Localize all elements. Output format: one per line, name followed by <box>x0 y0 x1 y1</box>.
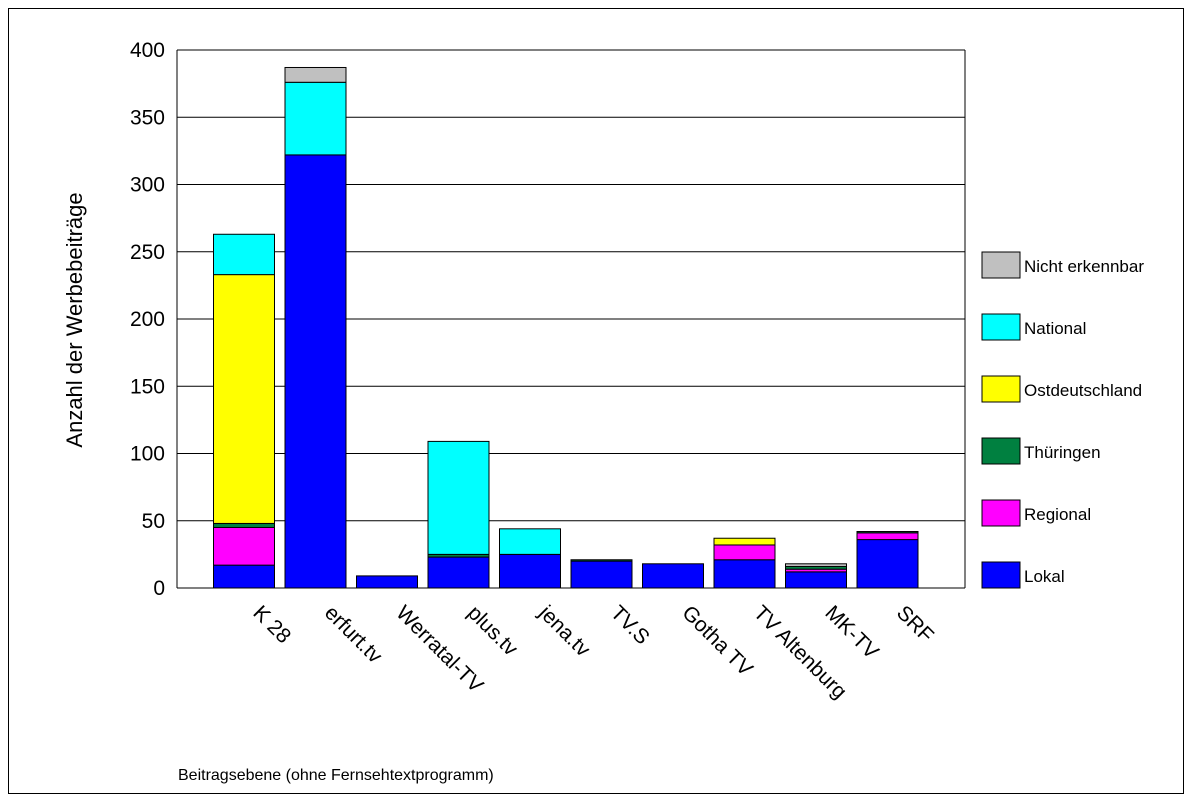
x-tick-label-jena-tv: jena.tv <box>534 601 595 662</box>
bar-ostdeutschland-k-28 <box>213 274 275 524</box>
legend-label-nicht-erkennbar: Nicht erkennbar <box>1024 257 1144 276</box>
bar-lokal-jena-tv <box>499 553 561 589</box>
y-tick-label: 0 <box>153 577 165 600</box>
y-tick-label: 400 <box>130 39 165 62</box>
y-tick-label: 350 <box>130 106 165 129</box>
bar-lokal-tv-s <box>570 560 633 589</box>
legend-label-lokal: Lokal <box>1024 567 1065 586</box>
bar-lokal-werratal-tv <box>356 575 418 589</box>
x-axis-label: Beitragsebene (ohne Fernsehtextprogramm) <box>178 767 494 784</box>
legend-swatch-nicht-erkennbar <box>981 251 1021 279</box>
bar-th-ringen-tv-s <box>570 559 633 562</box>
bar-regional-k-28 <box>213 526 275 566</box>
y-tick-label: 300 <box>130 174 165 197</box>
bar-lokal-tv-altenburg <box>713 559 776 589</box>
legend-swatch-national <box>981 313 1021 341</box>
bar-nicht-erkennbar-mk-tv <box>785 563 847 567</box>
bar-lokal-erfurt-tv <box>284 154 347 589</box>
bars <box>213 66 919 589</box>
x-tick-label-plus-tv: plus.tv <box>463 601 523 661</box>
x-tick-label-erfurt-tv: erfurt.tv <box>320 601 387 668</box>
bar-th-ringen-k-28 <box>213 522 275 528</box>
x-tick-label-mk-tv: MK-TV <box>820 601 882 663</box>
y-tick-label: 100 <box>130 443 165 466</box>
legend-label-th-ringen: Thüringen <box>1024 443 1101 462</box>
chart-frame <box>8 8 1184 794</box>
legend-swatch-lokal <box>981 561 1021 589</box>
bar-national-jena-tv <box>499 528 561 555</box>
legend-swatch-th-ringen <box>981 437 1021 465</box>
legend-swatch-ostdeutschland <box>981 375 1021 403</box>
bar-lokal-gotha-tv <box>642 563 704 589</box>
y-tick-label: 250 <box>130 241 165 264</box>
bar-th-ringen-srf <box>856 531 919 534</box>
y-tick-label: 150 <box>130 375 165 398</box>
x-tick-label-k-28: K 28 <box>248 601 295 648</box>
bar-ostdeutschland-tv-altenburg <box>713 537 776 546</box>
bar-regional-tv-altenburg <box>713 544 776 561</box>
bar-lokal-srf <box>856 539 919 589</box>
bar-regional-srf <box>856 532 919 541</box>
legend-label-ostdeutschland: Ostdeutschland <box>1024 381 1142 400</box>
legend-swatch-regional <box>981 499 1021 527</box>
bar-national-plus-tv <box>427 440 490 555</box>
legend-label-regional: Regional <box>1024 505 1091 524</box>
bar-national-erfurt-tv <box>284 81 347 156</box>
bar-lokal-mk-tv <box>785 571 847 589</box>
bar-lokal-k-28 <box>213 564 275 589</box>
legend-label-national: National <box>1024 319 1086 338</box>
legend: Nicht erkennbar National Ostdeutschland Thü… <box>981 251 1144 589</box>
bar-nicht-erkennbar-erfurt-tv <box>284 66 347 83</box>
y-tick-labels: 0 50 100 150 200 250 300 350 400 <box>130 39 165 600</box>
bar-national-k-28 <box>213 233 275 276</box>
bar-lokal-plus-tv <box>427 556 490 589</box>
x-tick-label-gotha-tv: Gotha TV <box>677 601 757 681</box>
y-axis-label: Anzahl der Werbebeiträge <box>62 192 87 447</box>
x-tick-label-tv-s: TV.S <box>606 601 654 649</box>
x-tick-label-srf: SRF <box>892 601 938 647</box>
axes <box>176 49 966 589</box>
y-tick-label: 200 <box>130 308 165 331</box>
y-tick-label: 50 <box>142 510 165 533</box>
